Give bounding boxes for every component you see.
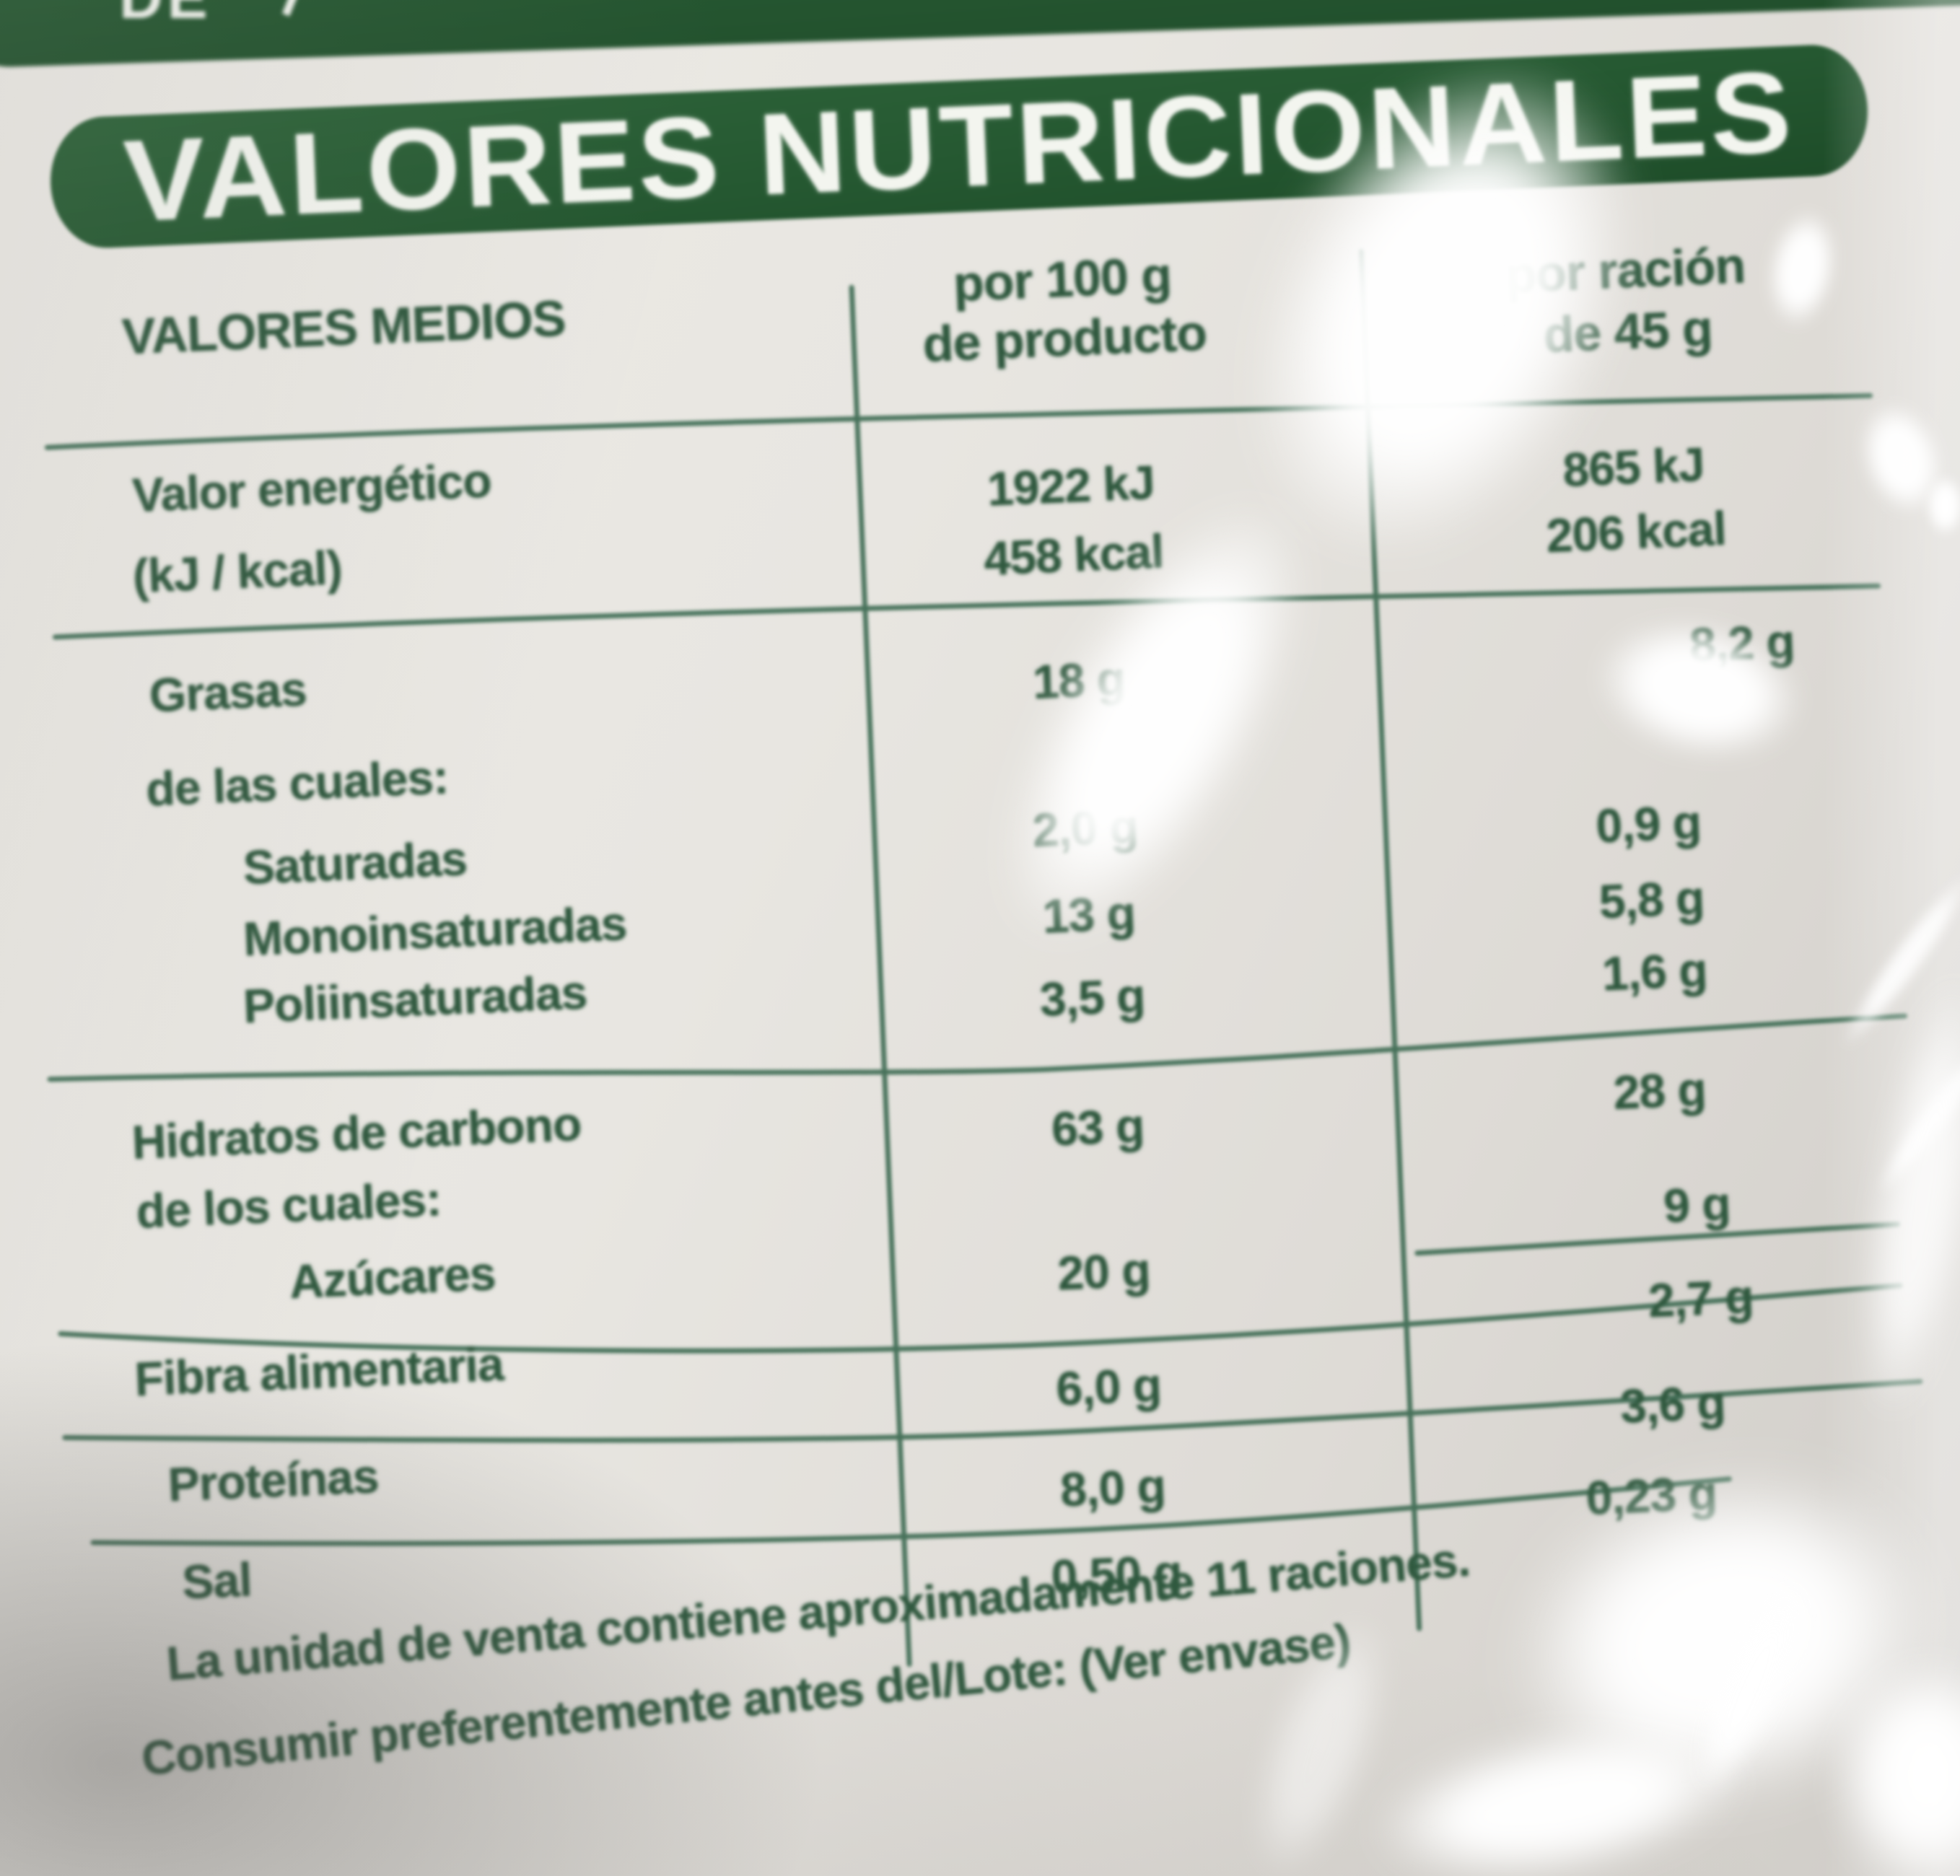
row-label-protein: Proteínas <box>167 1449 380 1512</box>
row-label-energy-line2: (kJ / kcal) <box>131 540 344 603</box>
row-label-sugars: Azúcares <box>288 1246 496 1309</box>
row-label-fat: Grasas <box>148 662 308 722</box>
row-label-salt: Sal <box>180 1552 253 1609</box>
top-banner-partial-text: DE <box>119 0 212 32</box>
row-label-saturated: Saturadas <box>242 831 468 895</box>
